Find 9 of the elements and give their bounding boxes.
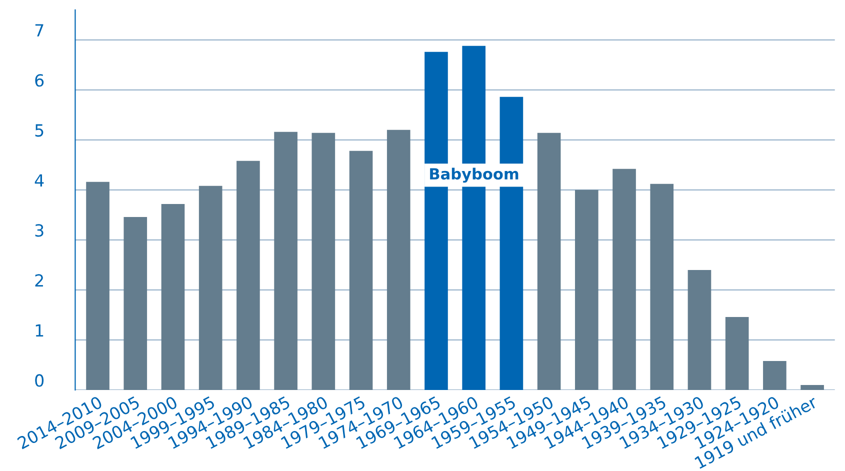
y-tick-label: 6 — [35, 74, 44, 87]
annotation: Babyboom — [430, 168, 518, 183]
y-tick-label: 1 — [36, 324, 44, 337]
y-tick-label: 4 — [34, 174, 44, 186]
y-tick-label: 0 — [35, 374, 44, 387]
y-tick-label: 7 — [35, 24, 44, 36]
y-tick-label: 3 — [35, 224, 44, 237]
y-tick-label: 5 — [35, 124, 44, 137]
y-tick-label: 2 — [35, 274, 43, 286]
